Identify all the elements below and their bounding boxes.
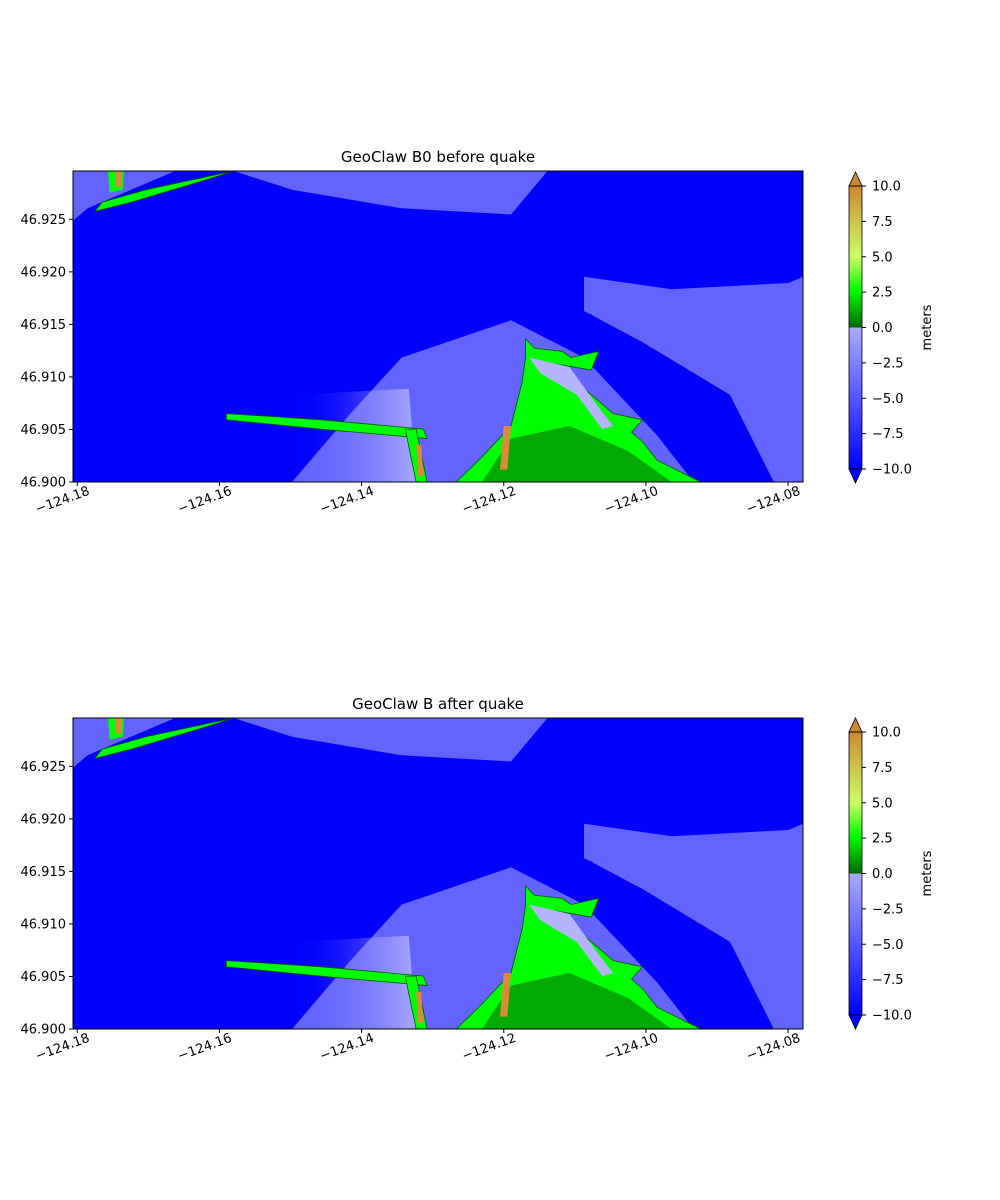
y-tick-label: 46.915 bbox=[21, 865, 67, 880]
colorbar-tick-label: 10.0 bbox=[872, 180, 901, 195]
x-tick-label: −124.12 bbox=[460, 484, 518, 517]
shoal-1 bbox=[73, 718, 176, 768]
chart-2: GeoClaw B after quake−124.18 −124.16 −124.… bbox=[21, 695, 936, 1064]
colorbar-tick-label: −7.5 bbox=[872, 973, 904, 988]
harbor-basin bbox=[529, 904, 614, 977]
land-north-spit bbox=[93, 171, 234, 213]
colorbar-tick-label: 5.0 bbox=[872, 250, 893, 265]
axes-frame bbox=[72, 170, 804, 483]
y-tick-label: 46.905 bbox=[21, 970, 67, 985]
colorbar-tick-label: −10.0 bbox=[872, 1009, 912, 1024]
y-tick-label: 46.905 bbox=[21, 423, 67, 438]
x-tick-label: −124.14 bbox=[318, 484, 376, 517]
shoal-3 bbox=[584, 823, 803, 1029]
colorbar-tick-label: 5.0 bbox=[872, 796, 893, 811]
colorbar-tick-label: 2.5 bbox=[872, 832, 893, 847]
y-tick-label: 46.915 bbox=[21, 318, 67, 333]
y-tick-label: 46.920 bbox=[21, 812, 67, 827]
shoal-3 bbox=[584, 276, 803, 482]
y-tick-label: 46.900 bbox=[21, 1023, 67, 1038]
colorbar-tick-label: 7.5 bbox=[872, 761, 893, 776]
land-interior bbox=[481, 426, 672, 482]
axes-frame bbox=[72, 717, 804, 1030]
colorbar-tick-label: −10.0 bbox=[872, 463, 912, 478]
colorbar-tick-label: −7.5 bbox=[872, 427, 904, 442]
colorbar-tick-label: 2.5 bbox=[872, 286, 893, 301]
terrain bbox=[73, 718, 803, 1029]
harbor-basin bbox=[529, 357, 614, 430]
x-tick-label: −124.12 bbox=[460, 1031, 518, 1064]
land-interior bbox=[481, 973, 672, 1029]
land-high-1 bbox=[115, 718, 122, 734]
colorbar-extend-max bbox=[848, 717, 863, 733]
y-tick-label: 46.925 bbox=[21, 760, 67, 775]
channel bbox=[554, 314, 774, 482]
colorbar-label: meters bbox=[920, 304, 935, 350]
land-spit bbox=[225, 960, 428, 986]
land-high-3 bbox=[416, 991, 424, 1023]
colorbar-extend-min bbox=[848, 468, 863, 484]
x-tick-label: −124.08 bbox=[744, 1031, 802, 1064]
chart-title: GeoClaw B0 before quake bbox=[341, 148, 535, 166]
colorbar-tick-label: −2.5 bbox=[872, 902, 904, 917]
colorbar-extend-min bbox=[848, 1014, 863, 1030]
shoal-1 bbox=[73, 171, 176, 221]
land-high-2 bbox=[500, 973, 511, 1017]
x-tick-label: −124.10 bbox=[602, 1031, 660, 1064]
colorbar-gradient bbox=[849, 186, 862, 469]
shoal-2 bbox=[233, 171, 548, 215]
y-tick-label: 46.910 bbox=[21, 917, 67, 932]
chart-1: GeoClaw B0 before quake−124.18 −124.16 −12… bbox=[21, 148, 936, 517]
colorbar-tick-label: −5.0 bbox=[872, 392, 904, 407]
x-tick-label: −124.14 bbox=[318, 1031, 376, 1064]
land-high-2 bbox=[500, 426, 511, 470]
colorbar-gradient bbox=[849, 732, 862, 1015]
colorbar-tick-label: 0.0 bbox=[872, 867, 893, 882]
x-tick-label: −124.10 bbox=[602, 484, 660, 517]
channel bbox=[554, 861, 774, 1029]
x-tick-label: −124.16 bbox=[176, 484, 234, 517]
shoal-2 bbox=[233, 718, 548, 762]
chart-title: GeoClaw B after quake bbox=[352, 695, 524, 713]
y-tick-label: 46.920 bbox=[21, 265, 67, 280]
y-tick-label: 46.900 bbox=[21, 476, 67, 491]
terrain bbox=[73, 171, 803, 482]
colorbar: 10.0 7.5 5.0 2.5 0.0 −2.5 −5.0 −7.5 −10.0 meters bbox=[848, 171, 935, 484]
land-spit bbox=[225, 413, 428, 439]
land-high-3 bbox=[416, 444, 424, 476]
y-tick-label: 46.910 bbox=[21, 370, 67, 385]
land-north-spit bbox=[93, 718, 234, 760]
colorbar: 10.0 7.5 5.0 2.5 0.0 −2.5 −5.0 −7.5 −10.0 meters bbox=[848, 717, 935, 1030]
colorbar-tick-label: −2.5 bbox=[872, 356, 904, 371]
y-tick-label: 46.925 bbox=[21, 213, 67, 228]
colorbar-extend-max bbox=[848, 171, 863, 187]
colorbar-tick-label: 0.0 bbox=[872, 321, 893, 336]
x-tick-label: −124.08 bbox=[744, 484, 802, 517]
colorbar-tick-label: 7.5 bbox=[872, 215, 893, 230]
land-high-1 bbox=[115, 171, 122, 187]
colorbar-label: meters bbox=[920, 850, 935, 896]
x-tick-label: −124.16 bbox=[176, 1031, 234, 1064]
colorbar-tick-label: −5.0 bbox=[872, 938, 904, 953]
colorbar-tick-label: 10.0 bbox=[872, 726, 901, 741]
